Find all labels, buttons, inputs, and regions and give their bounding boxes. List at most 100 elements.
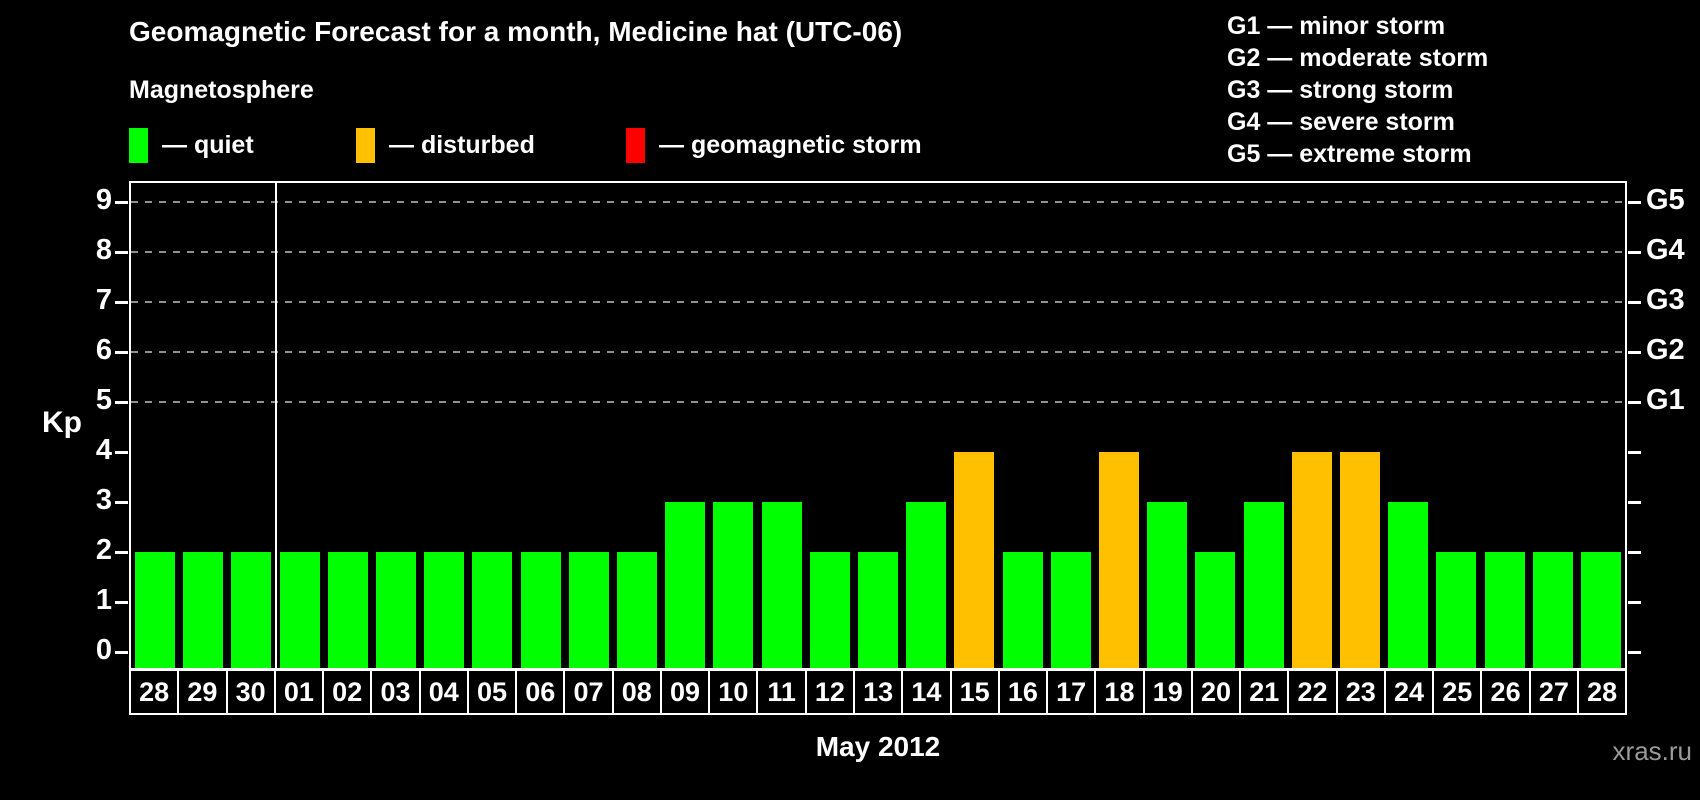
left-tick-kp8 (115, 250, 128, 254)
y-tick-label-9: 9 (95, 184, 112, 216)
gridline-kp8 (131, 251, 1625, 253)
day-cell-03: 03 (370, 669, 421, 715)
g-tick-label-G4: G4 (1646, 234, 1685, 266)
kp-bar-day-29 (183, 552, 224, 668)
y-tick-label-6: 6 (95, 334, 112, 366)
quiet-label: — quiet (162, 130, 254, 159)
g-tick-label-G2: G2 (1646, 334, 1685, 366)
day-cell-07: 07 (563, 669, 614, 715)
day-cell-06: 06 (515, 669, 566, 715)
y-tick-label-0: 0 (95, 634, 112, 666)
kp-bar-day-23 (1339, 452, 1380, 668)
kp-bar-day-28 (135, 552, 176, 668)
y-tick-label-8: 8 (95, 234, 112, 266)
x-axis-title: May 2012 (815, 731, 941, 762)
day-cell-14: 14 (901, 669, 952, 715)
kp-bar-day-10 (713, 502, 754, 668)
kp-bar-day-04 (424, 552, 465, 668)
left-tick-kp5 (115, 400, 128, 404)
day-cell-28: 28 (129, 669, 180, 715)
chart-title: Geomagnetic Forecast for a month, Medici… (129, 16, 903, 47)
kp-bar-day-17 (1050, 552, 1091, 668)
kp-bar-day-14 (906, 502, 947, 668)
month-boundary-line (274, 183, 277, 668)
day-cell-17: 17 (1046, 669, 1097, 715)
kp-bar-day-09 (665, 502, 706, 668)
disturbed-label: — disturbed (389, 130, 535, 159)
left-tick-kp4 (115, 450, 128, 454)
day-cell-27: 27 (1528, 669, 1579, 715)
kp-bar-day-18 (1098, 452, 1139, 668)
kp-bar-day-22 (1291, 452, 1332, 668)
day-cell-23: 23 (1335, 669, 1386, 715)
day-cell-26: 26 (1480, 669, 1531, 715)
kp-bar-day-13 (858, 552, 898, 668)
day-cell-10: 10 (708, 669, 759, 715)
day-cell-24: 24 (1383, 669, 1435, 715)
right-tick-kp6 (1628, 350, 1641, 354)
day-cell-19: 19 (1142, 669, 1193, 715)
kp-bar-day-07 (568, 552, 609, 668)
right-tick-kp1 (1628, 600, 1641, 604)
g-tick-label-G5: G5 (1646, 184, 1685, 216)
left-tick-kp7 (115, 300, 128, 304)
plot-area (115, 181, 1641, 670)
left-tick-kp1 (115, 600, 128, 604)
day-cell-08: 08 (611, 669, 662, 715)
y-tick-label-2: 2 (95, 534, 112, 566)
g3-legend-line: G3 — strong storm (1227, 76, 1454, 104)
day-cell-22: 22 (1287, 669, 1338, 715)
right-tick-kp9 (1628, 200, 1641, 204)
kp-bar-day-28 (1580, 552, 1621, 668)
day-cell-13: 13 (852, 669, 904, 715)
left-tick-kp6 (115, 350, 128, 354)
day-cell-01: 01 (273, 669, 325, 715)
y-axis-title: Kp (42, 406, 82, 439)
kp-bar-day-03 (376, 552, 417, 668)
storm-label: — geomagnetic storm (659, 130, 922, 159)
day-cell-28: 28 (1576, 669, 1628, 715)
day-cell-18: 18 (1094, 669, 1145, 715)
left-tick-kp0 (115, 650, 128, 654)
day-cell-02: 02 (322, 669, 373, 715)
kp-bar-day-21 (1243, 502, 1284, 668)
y-tick-label-1: 1 (95, 584, 112, 616)
day-cell-04: 04 (418, 669, 469, 715)
storm-color-swatch (626, 127, 645, 163)
gridline-kp9 (131, 201, 1625, 203)
g1-legend-line: G1 — minor storm (1227, 12, 1446, 40)
g2-legend-line: G2 — moderate storm (1227, 44, 1489, 72)
g-tick-label-G3: G3 (1646, 284, 1685, 316)
legend-item-quiet: — quiet (129, 127, 254, 163)
g-tick-label-G1: G1 (1646, 384, 1685, 416)
kp-bar-day-20 (1195, 552, 1236, 668)
g-scale-legend: G1 — minor storm G2 — moderate storm G3 … (1227, 10, 1488, 170)
g5-legend-line: G5 — extreme storm (1227, 140, 1472, 168)
kp-bar-day-02 (327, 552, 368, 668)
right-tick-kp5 (1628, 400, 1641, 404)
day-label-row: 28 29 30 01 02 03 04 05 06 07 08 09 10 11 12 13 14 15 16 17… (129, 669, 1628, 715)
left-tick-kp9 (115, 200, 128, 204)
right-tick-kp8 (1628, 250, 1641, 254)
day-cell-16: 16 (997, 669, 1049, 715)
kp-bar-day-08 (617, 552, 658, 668)
kp-bar-day-11 (761, 502, 802, 668)
right-tick-kp3 (1628, 500, 1641, 504)
left-tick-kp3 (115, 500, 128, 504)
kp-bar-day-19 (1147, 502, 1188, 668)
day-cell-30: 30 (225, 669, 276, 715)
magnetosphere-label: Magnetosphere (129, 76, 314, 104)
legend-item-storm: — geomagnetic storm (626, 127, 922, 163)
day-cell-25: 25 (1432, 669, 1483, 715)
right-tick-kp4 (1628, 450, 1641, 454)
day-cell-09: 09 (659, 669, 711, 715)
g4-legend-line: G4 — severe storm (1227, 108, 1455, 136)
quiet-color-swatch (129, 127, 148, 163)
kp-bar-day-24 (1388, 502, 1429, 668)
day-cell-15: 15 (949, 669, 1000, 715)
kp-bar-day-25 (1436, 552, 1477, 668)
kp-bar-day-05 (472, 552, 513, 668)
kp-bar-day-16 (1002, 552, 1043, 668)
kp-bar-day-06 (520, 552, 561, 668)
